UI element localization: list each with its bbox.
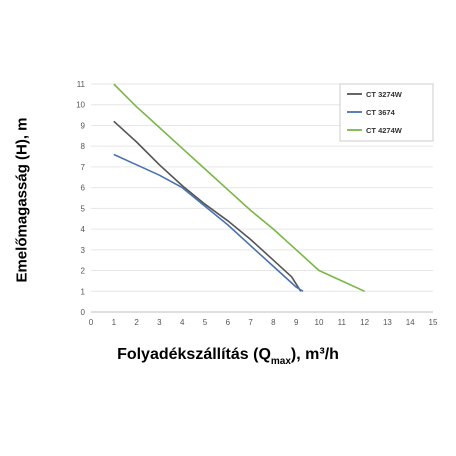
y-tick-8: 8 xyxy=(81,142,86,151)
y-tick-9: 9 xyxy=(81,121,86,130)
x-axis-title-subscript: max xyxy=(270,356,291,367)
y-tick-2: 2 xyxy=(81,267,86,276)
legend-label-1: CT 3274W xyxy=(366,90,403,99)
x-tick-1: 1 xyxy=(112,318,117,327)
x-tick-6: 6 xyxy=(226,318,231,327)
y-tick-labels: 0 1 2 3 4 5 6 7 8 9 10 11 xyxy=(76,80,85,317)
x-tick-2: 2 xyxy=(134,318,139,327)
y-tick-11: 11 xyxy=(77,80,86,89)
x-axis-title-tail: ), m³/h xyxy=(290,346,339,363)
y-tick-10: 10 xyxy=(76,101,85,110)
y-tick-7: 7 xyxy=(81,163,86,172)
legend-label-3: CT 4274W xyxy=(366,126,403,135)
y-tick-4: 4 xyxy=(81,225,86,234)
x-tick-3: 3 xyxy=(157,318,162,327)
series-line-3 xyxy=(113,83,365,293)
x-tick-labels: 0 1 2 3 4 5 6 7 8 9 10 11 12 13 14 15 xyxy=(89,318,438,327)
y-axis-title: Emelőmagasság (H), m xyxy=(13,117,31,283)
x-tick-14: 14 xyxy=(406,318,415,327)
legend-label-2: CT 3674 xyxy=(366,108,396,117)
x-tick-10: 10 xyxy=(315,318,324,327)
series-lines xyxy=(113,83,365,293)
y-tick-1: 1 xyxy=(81,287,86,296)
x-tick-4: 4 xyxy=(180,318,185,327)
x-axis-title-main: Folyadékszállítás (Q xyxy=(117,346,271,363)
y-tick-6: 6 xyxy=(81,184,86,193)
x-axis-title: Folyadékszállítás (Qmax), m³/h xyxy=(0,346,456,367)
y-tick-5: 5 xyxy=(81,204,86,213)
series-line-2 xyxy=(113,153,304,292)
x-tick-15: 15 xyxy=(429,318,438,327)
series-line-1 xyxy=(113,120,302,292)
y-tick-3: 3 xyxy=(81,246,86,255)
x-tick-5: 5 xyxy=(203,318,208,327)
legend: CT 3274W CT 3674 CT 4274W xyxy=(339,83,434,142)
x-tick-9: 9 xyxy=(294,318,299,327)
x-tick-12: 12 xyxy=(360,318,369,327)
x-tick-7: 7 xyxy=(248,318,253,327)
y-tick-0: 0 xyxy=(81,308,86,317)
x-tick-8: 8 xyxy=(271,318,276,327)
x-tick-13: 13 xyxy=(383,318,392,327)
x-tick-11: 11 xyxy=(338,318,347,327)
x-tick-0: 0 xyxy=(89,318,94,327)
